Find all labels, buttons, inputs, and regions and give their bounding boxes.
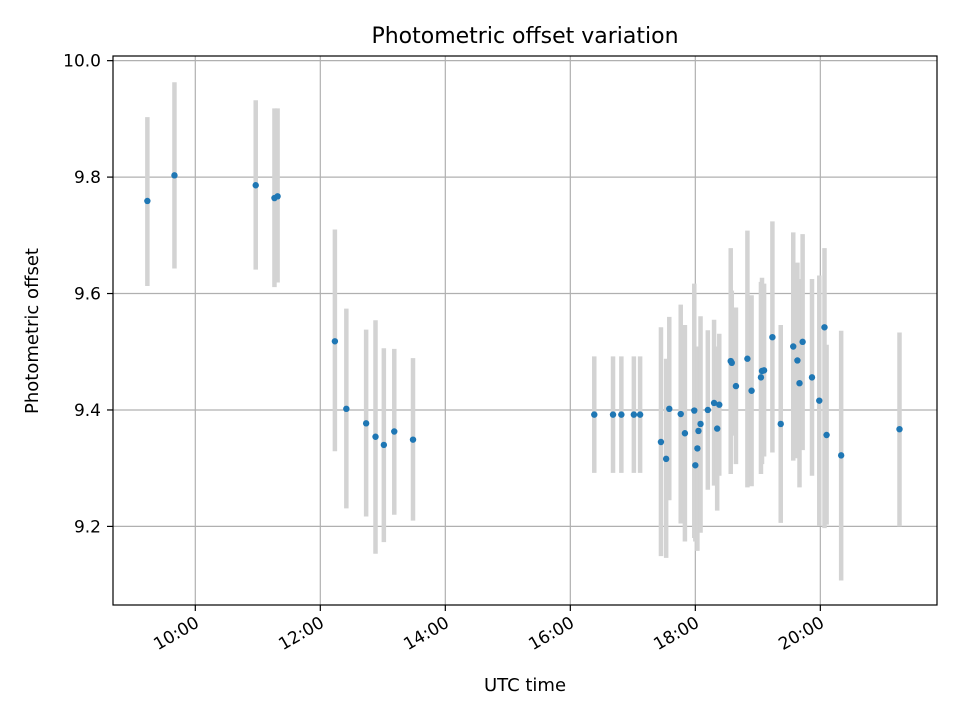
data-point — [677, 410, 684, 418]
data-point — [816, 397, 823, 404]
data-point — [837, 452, 845, 459]
data-point — [769, 333, 776, 341]
chart-title: Photometric offset variation — [371, 24, 678, 49]
data-point — [744, 355, 751, 362]
data-point — [630, 411, 638, 418]
data-point — [662, 455, 670, 463]
data-point — [343, 405, 350, 413]
data-point — [695, 427, 702, 435]
data-point — [252, 182, 259, 189]
data-point — [710, 399, 718, 407]
data-point — [692, 462, 699, 469]
data-point — [144, 197, 151, 205]
data-point — [657, 438, 665, 446]
x-axis-label: UTC time — [484, 675, 566, 696]
data-point — [694, 445, 701, 452]
data-point — [799, 338, 806, 346]
data-point — [732, 382, 740, 390]
data-point — [728, 359, 735, 367]
y-axis-label: Photometric offset — [22, 248, 43, 414]
y-tick-label: 9.2 — [74, 517, 101, 537]
data-point — [704, 406, 712, 414]
data-point — [372, 433, 379, 440]
data-point — [757, 374, 765, 381]
data-point — [331, 338, 339, 345]
data-point — [796, 379, 803, 387]
data-point — [760, 367, 768, 374]
data-point — [362, 420, 370, 427]
data-point — [790, 343, 797, 350]
data-point — [391, 428, 398, 435]
data-point — [618, 411, 625, 418]
data-point — [794, 357, 801, 364]
data-point — [591, 411, 598, 418]
data-point — [748, 387, 755, 394]
data-point — [716, 401, 723, 408]
data-point — [609, 411, 617, 418]
data-point — [380, 441, 388, 449]
data-point — [274, 193, 281, 200]
data-point — [409, 436, 417, 443]
data-point — [691, 407, 698, 414]
data-point — [896, 425, 903, 433]
y-tick-label: 10.0 — [63, 52, 101, 72]
y-tick-label: 9.4 — [74, 401, 101, 421]
data-point — [697, 420, 704, 428]
y-tick-label: 9.8 — [74, 168, 101, 188]
data-point — [777, 420, 784, 428]
data-point — [681, 430, 689, 437]
data-point — [713, 425, 721, 432]
data-point — [821, 324, 828, 331]
y-axis-ticks: 9.2 9.4 9.6 9.8 10.0 — [63, 52, 113, 537]
data-points — [144, 172, 903, 469]
data-point — [808, 374, 816, 381]
data-point — [171, 172, 178, 179]
data-point — [636, 411, 644, 418]
data-point — [666, 405, 673, 413]
y-tick-label: 9.6 — [74, 285, 101, 305]
data-point — [823, 431, 830, 439]
plot-frame — [112, 55, 938, 606]
